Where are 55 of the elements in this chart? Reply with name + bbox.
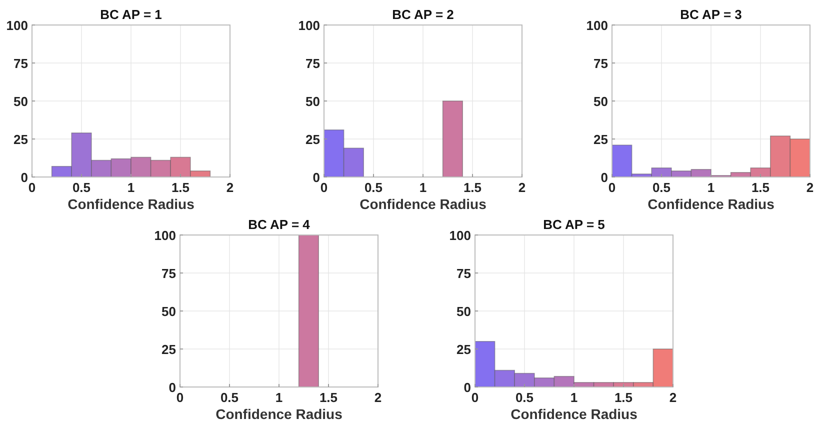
y-tick-label: 0: [20, 170, 28, 185]
y-tick-label: 25: [456, 342, 471, 357]
x-tick-label: 1.5: [171, 180, 190, 195]
x-tick-label: 0.5: [515, 390, 534, 405]
x-tick-label: 2: [806, 180, 814, 195]
x-tick-label: 0.5: [220, 390, 239, 405]
y-tick-label: 100: [449, 228, 471, 243]
x-tick-label: 1: [419, 180, 427, 195]
chart-title: BC AP = 5: [543, 217, 605, 232]
x-tick-label: 1.5: [751, 180, 770, 195]
y-tick-label: 25: [162, 342, 176, 357]
chart-title: BC AP = 4: [248, 217, 311, 232]
y-tick-label: 0: [168, 380, 176, 395]
y-tick-label: 100: [154, 228, 176, 243]
x-tick-label: 1: [707, 180, 715, 195]
y-tick-label: 100: [586, 18, 608, 33]
y-tick-label: 0: [464, 380, 471, 395]
x-axis-title: Confidence Radius: [648, 196, 775, 212]
y-tick-label: 75: [594, 56, 608, 71]
x-axis-title: Confidence Radius: [360, 196, 487, 212]
x-tick-label: 2: [226, 180, 234, 195]
x-tick-label: 1: [570, 390, 578, 405]
x-tick-label: 0.5: [652, 180, 671, 195]
x-axis-title: Confidence Radius: [68, 196, 195, 212]
x-tick-label: 1.5: [614, 390, 633, 405]
y-tick-label: 50: [306, 94, 320, 109]
x-axis-title: Confidence Radius: [216, 406, 343, 422]
x-tick-label: 1: [275, 390, 283, 405]
y-tick-label: 25: [594, 132, 608, 147]
chart-title: BC AP = 2: [392, 7, 454, 22]
x-tick-label: 2: [374, 390, 382, 405]
y-tick-label: 100: [6, 18, 28, 33]
chart-title: BC AP = 1: [100, 7, 162, 22]
y-tick-label: 75: [456, 266, 471, 281]
x-axis-title: Confidence Radius: [510, 406, 638, 422]
x-tick-label: 2: [669, 390, 677, 405]
x-tick-label: 2: [518, 180, 526, 195]
y-tick-label: 25: [306, 132, 320, 147]
y-tick-label: 25: [14, 132, 28, 147]
x-tick-label: 1.5: [463, 180, 482, 195]
y-tick-label: 75: [14, 56, 28, 71]
chart-title: BC AP = 3: [680, 7, 742, 22]
y-tick-label: 0: [600, 170, 608, 185]
x-tick-label: 0.5: [72, 180, 91, 195]
y-tick-label: 100: [298, 18, 320, 33]
y-tick-label: 75: [306, 56, 320, 71]
x-tick-label: 1: [127, 180, 135, 195]
y-tick-label: 50: [594, 94, 608, 109]
y-tick-label: 50: [14, 94, 28, 109]
y-tick-label: 50: [456, 304, 471, 319]
y-tick-label: 50: [162, 304, 176, 319]
x-tick-label: 1.5: [319, 390, 338, 405]
y-tick-label: 75: [162, 266, 176, 281]
x-tick-label: 0.5: [364, 180, 383, 195]
y-tick-label: 0: [312, 170, 320, 185]
